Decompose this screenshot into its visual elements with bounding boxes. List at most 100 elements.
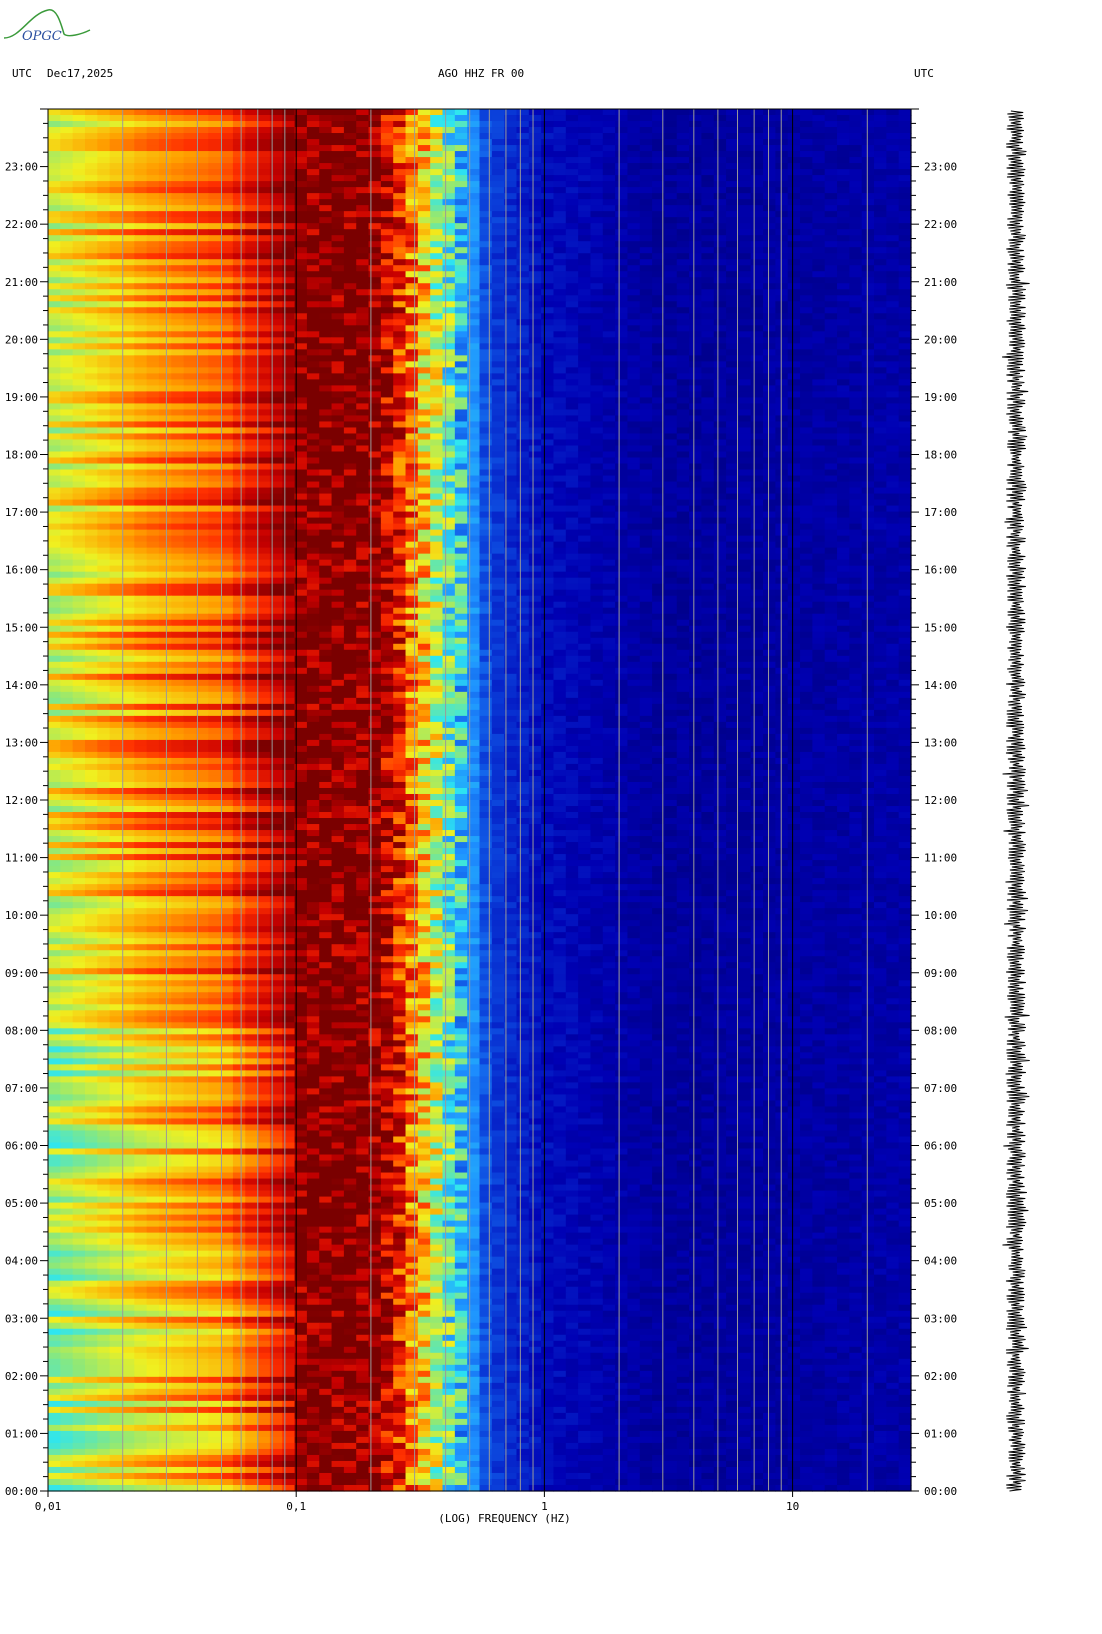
heatmap-cell bbox=[590, 463, 604, 471]
heatmap-cell bbox=[158, 349, 172, 356]
heatmap-cell bbox=[849, 235, 863, 242]
heatmap-cell bbox=[812, 331, 826, 338]
heatmap-cell bbox=[454, 397, 468, 405]
heatmap-cell bbox=[319, 331, 333, 338]
heatmap-cell bbox=[837, 319, 850, 326]
heatmap-cell bbox=[257, 295, 271, 302]
heatmap-cell bbox=[60, 313, 74, 320]
heatmap-cell bbox=[824, 337, 838, 344]
heatmap-cell bbox=[393, 493, 407, 501]
heatmap-cell bbox=[331, 277, 345, 284]
heatmap-cell bbox=[627, 109, 641, 116]
heatmap-cell bbox=[356, 415, 370, 423]
heatmap-cell bbox=[380, 451, 394, 459]
heatmap-cell bbox=[48, 139, 61, 146]
heatmap-cell bbox=[676, 373, 690, 380]
heatmap-cell bbox=[726, 241, 740, 248]
heatmap-cell bbox=[639, 163, 653, 170]
heatmap-cell bbox=[775, 193, 789, 200]
heatmap-cell bbox=[639, 313, 653, 320]
heatmap-cell bbox=[356, 469, 370, 477]
heatmap-cell bbox=[837, 367, 850, 374]
heatmap-cell bbox=[676, 391, 690, 399]
heatmap-cell bbox=[824, 451, 838, 459]
heatmap-cell bbox=[146, 511, 160, 519]
heatmap-cell bbox=[800, 433, 813, 441]
heatmap-cell bbox=[368, 427, 382, 435]
heatmap-cell bbox=[48, 151, 61, 158]
heatmap-cell bbox=[380, 259, 394, 266]
heatmap-cell bbox=[590, 427, 604, 435]
heatmap-cell bbox=[109, 361, 123, 368]
heatmap-cell bbox=[590, 487, 604, 495]
heatmap-cell bbox=[750, 433, 764, 441]
heatmap-cell bbox=[627, 349, 641, 356]
heatmap-cell bbox=[245, 163, 259, 170]
heatmap-cell bbox=[282, 415, 296, 423]
heatmap-cell bbox=[72, 121, 86, 128]
heatmap-cell bbox=[109, 499, 123, 507]
heatmap-cell bbox=[541, 139, 555, 146]
heatmap-cell bbox=[590, 397, 604, 405]
heatmap-cell bbox=[812, 265, 826, 272]
heatmap-cell bbox=[405, 379, 419, 387]
heatmap-cell bbox=[800, 139, 813, 146]
heatmap-cell bbox=[861, 199, 875, 206]
heatmap-cell bbox=[220, 139, 234, 146]
heatmap-cell bbox=[60, 457, 74, 465]
heatmap-cell bbox=[800, 133, 813, 140]
heatmap-cell bbox=[195, 349, 209, 356]
heatmap-cell bbox=[812, 241, 826, 248]
heatmap-cell bbox=[84, 193, 98, 200]
heatmap-cell bbox=[171, 139, 185, 146]
heatmap-cell bbox=[565, 223, 579, 230]
heatmap-cell bbox=[615, 181, 629, 188]
heatmap-cell bbox=[269, 253, 283, 260]
heatmap-cell bbox=[602, 175, 616, 182]
heatmap-cell bbox=[158, 205, 172, 212]
heatmap-cell bbox=[257, 319, 271, 326]
heatmap-cell bbox=[282, 121, 296, 128]
heatmap-cell bbox=[565, 307, 579, 314]
heatmap-cell bbox=[442, 127, 456, 134]
heatmap-cell bbox=[541, 307, 555, 314]
heatmap-cell bbox=[417, 337, 431, 344]
heatmap-cell bbox=[442, 529, 456, 537]
heatmap-cell bbox=[590, 355, 604, 362]
heatmap-cell bbox=[232, 511, 246, 519]
heatmap-cell bbox=[97, 109, 111, 116]
heatmap-cell bbox=[590, 367, 604, 374]
heatmap-cell bbox=[664, 517, 678, 525]
heatmap-cell bbox=[146, 433, 160, 441]
heatmap-cell bbox=[479, 187, 493, 194]
heatmap-cell bbox=[886, 445, 900, 453]
heatmap-cell bbox=[726, 529, 740, 537]
heatmap-cell bbox=[812, 295, 826, 302]
heatmap-cell bbox=[97, 247, 111, 254]
heatmap-cell bbox=[134, 451, 148, 459]
heatmap-cell bbox=[750, 217, 764, 224]
heatmap-cell bbox=[689, 313, 703, 320]
heatmap-cell bbox=[48, 259, 61, 266]
heatmap-cell bbox=[146, 355, 160, 362]
heatmap-cell bbox=[208, 217, 222, 224]
heatmap-cell bbox=[380, 211, 394, 218]
heatmap-cell bbox=[590, 331, 604, 338]
heatmap-cell bbox=[430, 277, 444, 284]
heatmap-cell bbox=[380, 181, 394, 188]
heatmap-cell bbox=[146, 127, 160, 134]
heatmap-cell bbox=[171, 385, 185, 393]
heatmap-cell bbox=[812, 193, 826, 200]
heatmap-cell bbox=[812, 469, 826, 477]
heatmap-cell bbox=[639, 283, 653, 290]
heatmap-cell bbox=[528, 133, 542, 140]
heatmap-cell bbox=[590, 421, 604, 429]
right-timezone-label: UTC bbox=[914, 67, 934, 80]
heatmap-cell bbox=[615, 313, 629, 320]
heatmap-cell bbox=[763, 325, 776, 332]
heatmap-cell bbox=[306, 373, 320, 380]
heatmap-cell bbox=[146, 163, 160, 170]
heatmap-cell bbox=[109, 505, 123, 513]
heatmap-cell bbox=[676, 205, 690, 212]
heatmap-cell bbox=[812, 325, 826, 332]
